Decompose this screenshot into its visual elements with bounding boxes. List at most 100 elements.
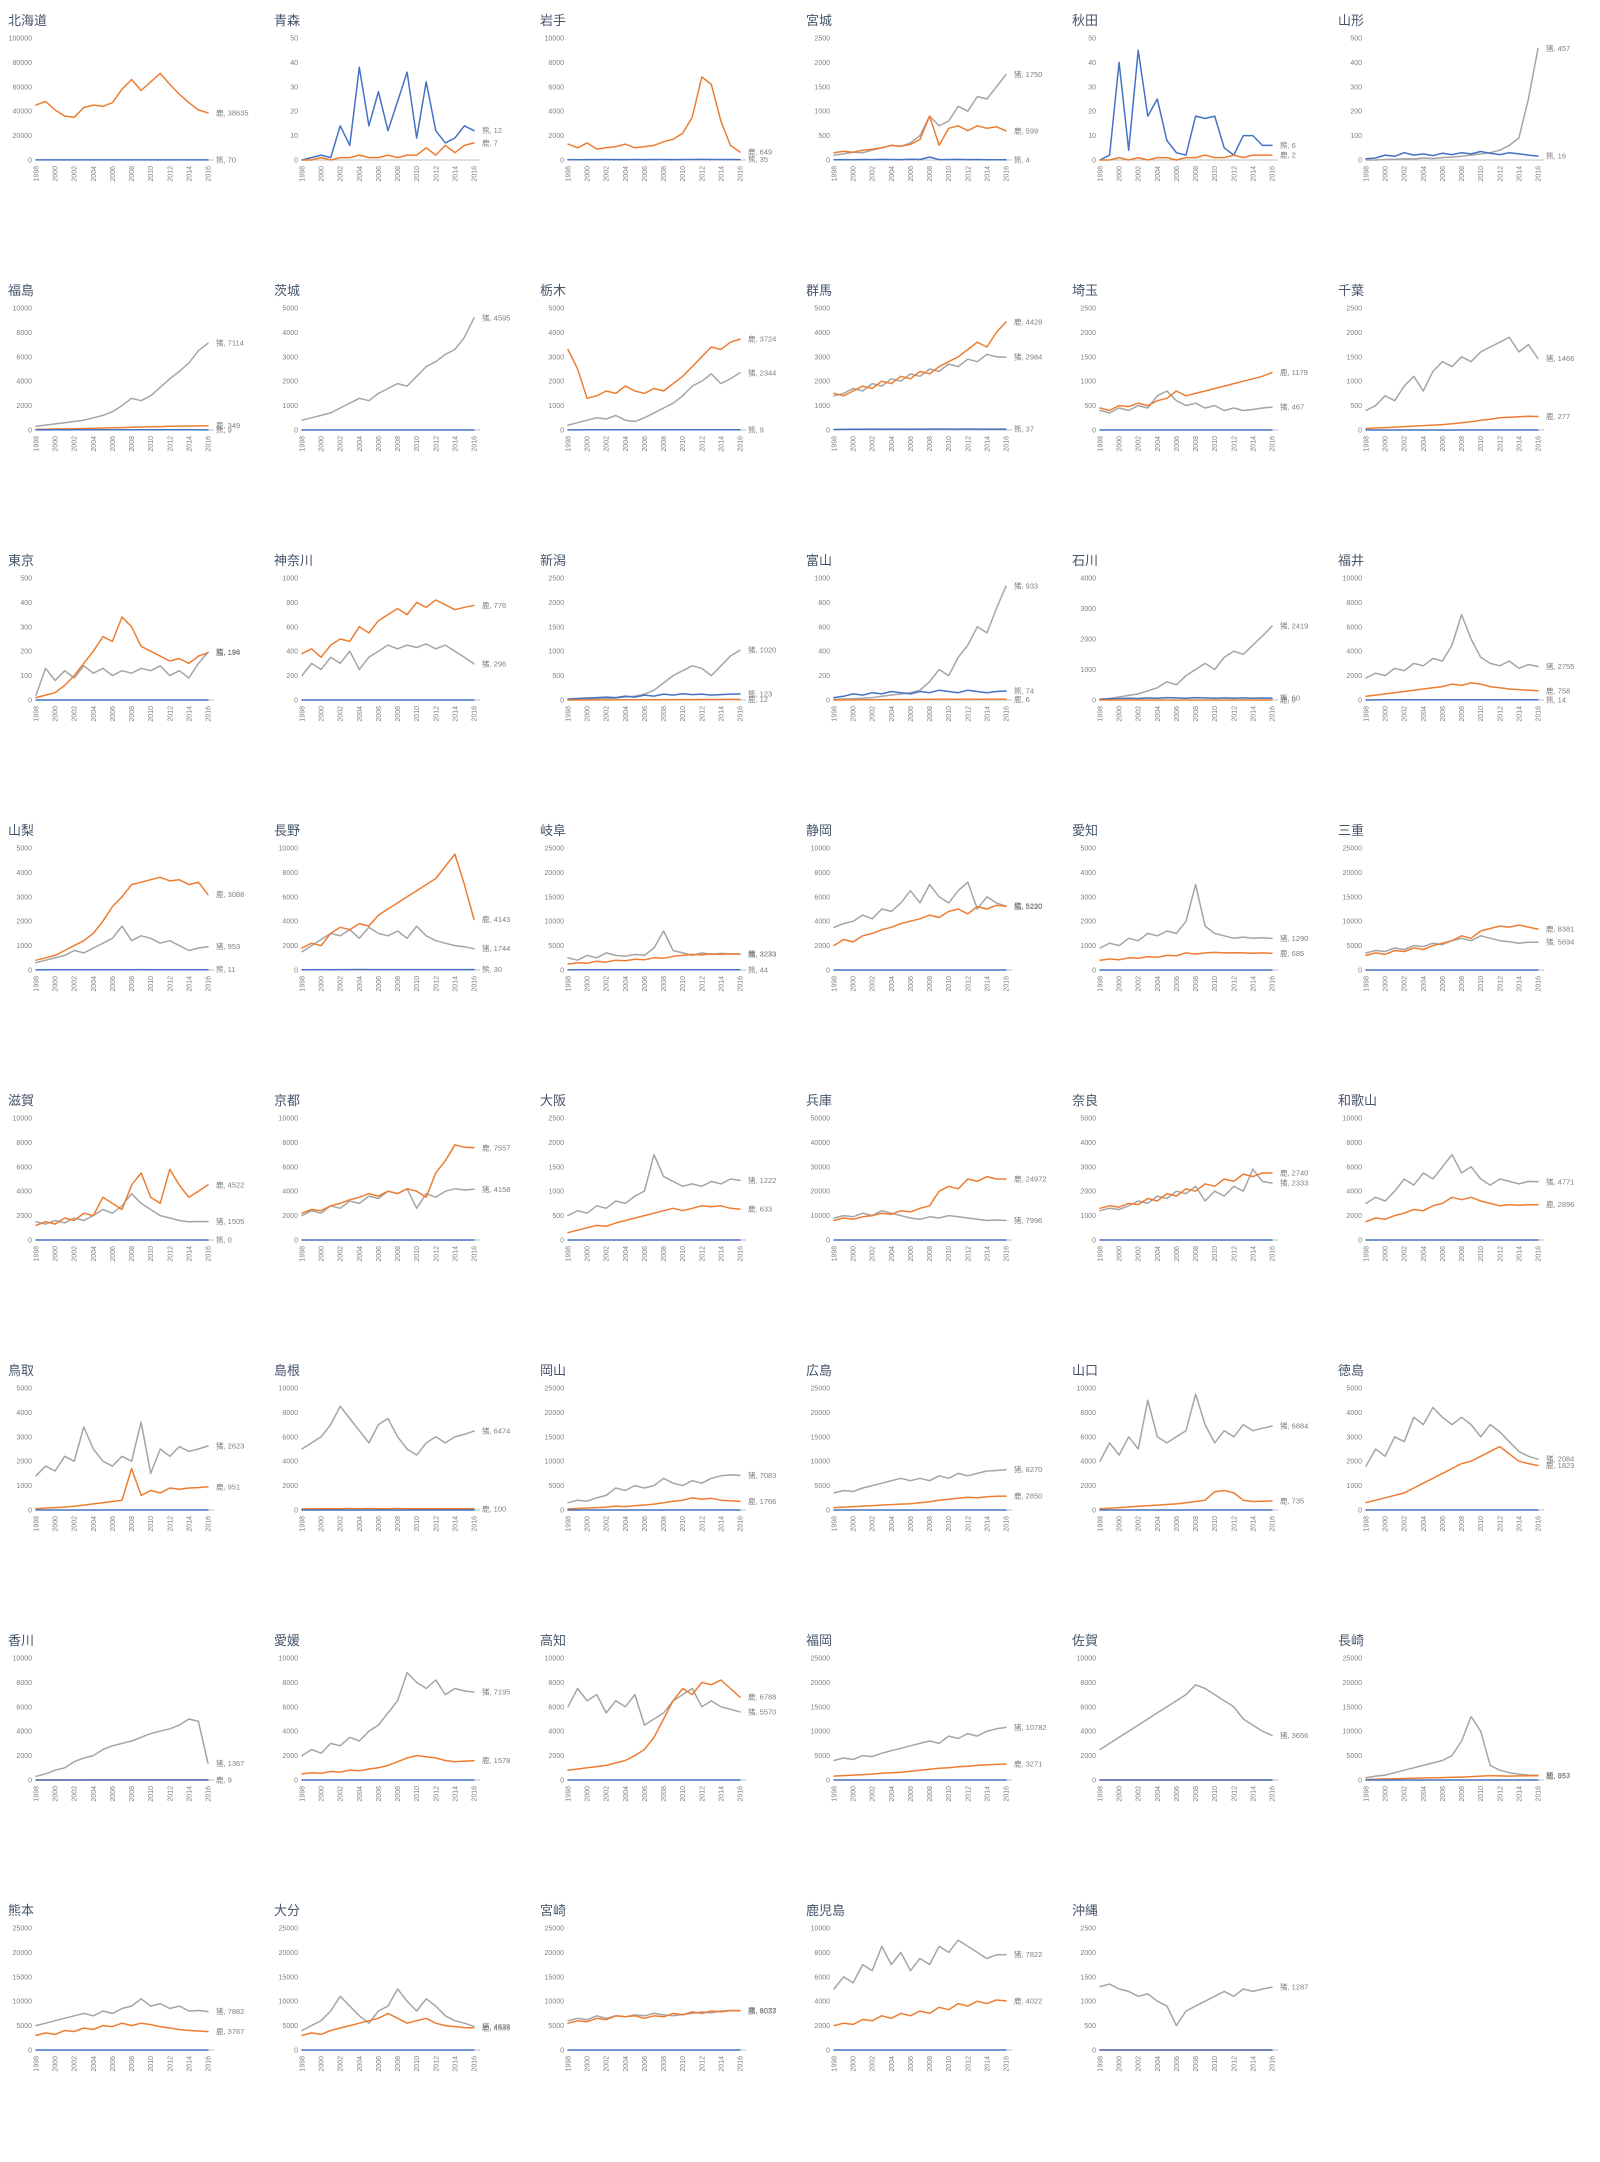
- chart-plot: 0 1000 2000 3000 4000 5000 1998 2000 2002 2004 200…: [814, 306, 1042, 452]
- y-axis-tick-label: 500: [552, 1213, 564, 1220]
- x-axis-tick-label: 2012: [1497, 1516, 1504, 1532]
- y-axis-tick-label: 4000: [1080, 1729, 1096, 1736]
- x-axis-tick-label: 2002: [604, 1246, 611, 1262]
- x-axis-tick-label: 2004: [623, 1246, 630, 1262]
- x-axis-tick-label: 2010: [148, 1516, 155, 1532]
- x-axis-tick-label: 1998: [34, 166, 41, 182]
- series-line-deer: [567, 76, 741, 153]
- y-axis-tick-label: 20000: [545, 1950, 565, 1957]
- x-axis-tick-label: 2002: [338, 976, 345, 992]
- chart-plot: 0 2000 4000 6000 8000 10000 1998 2000 2002 2004 20…: [1343, 576, 1575, 722]
- y-axis-tick-label: 0: [1358, 698, 1362, 705]
- y-axis-tick-label: 5000: [1080, 846, 1096, 853]
- series-line-boar: [567, 372, 741, 426]
- y-axis-tick-label: 400: [20, 600, 32, 607]
- series-end-label-deer: 鹿, 12: [748, 694, 768, 704]
- y-axis-tick-label: 2000: [814, 379, 830, 386]
- x-axis-tick-label: 2010: [414, 1516, 421, 1532]
- chart-plot: 0 500 1000 1500 2000 2500 1998 2000 2002 2004 2006…: [548, 576, 776, 722]
- x-axis-tick-label: 2012: [433, 166, 440, 182]
- x-axis-tick-label: 2002: [72, 2056, 79, 2072]
- x-axis-tick-label: 2002: [338, 1786, 345, 1802]
- x-axis-tick-label: 2010: [946, 2056, 953, 2072]
- chart-cell: 鳥取 0 1000 2000 3000 4000 5000 1998 2000 2002 2004…: [0, 1350, 266, 1620]
- y-axis-tick-label: 8000: [1080, 1680, 1096, 1687]
- x-axis-tick-label: 2010: [414, 436, 421, 452]
- chart-cell: 愛媛 0 2000 4000 6000 8000 10000 1998 2000 2002 200…: [266, 1620, 532, 1890]
- x-axis-tick-label: 2006: [110, 706, 117, 722]
- series-end-label-boar: 猪, 2419: [1280, 621, 1308, 631]
- y-axis-tick-label: 5000: [16, 1386, 32, 1393]
- series-end-label-boar: 猪, 2084: [1546, 1454, 1574, 1464]
- x-axis-tick-label: 1998: [34, 2056, 41, 2072]
- x-axis-tick-label: 1998: [1098, 166, 1105, 182]
- series-end-label-boar: 猪, 953: [216, 941, 240, 951]
- y-axis-tick-label: 10: [290, 133, 298, 140]
- series-end-label-boar: 猪, 457: [1546, 43, 1570, 53]
- x-axis-tick-label: 2000: [53, 1516, 60, 1532]
- y-axis-tick-label: 0: [28, 1238, 32, 1245]
- x-axis-tick-label: 2016: [1004, 976, 1011, 992]
- y-axis-tick-label: 2000: [282, 943, 298, 950]
- series-line-boar: [1099, 883, 1273, 949]
- y-axis-tick-label: 50: [290, 36, 298, 43]
- x-axis-tick-label: 2008: [395, 436, 402, 452]
- y-axis-tick-label: 4000: [282, 1189, 298, 1196]
- series-end-label-boar: 猪, 1290: [1280, 933, 1308, 943]
- chart-cell: 山口 0 2000 4000 6000 8000 10000 1998 2000 2002 200…: [1064, 1350, 1330, 1620]
- x-axis-tick-label: 2014: [186, 2056, 193, 2072]
- chart-title: 福井: [1338, 553, 1365, 568]
- x-axis-tick-label: 2014: [186, 1246, 193, 1262]
- x-axis-tick-label: 1998: [1098, 1786, 1105, 1802]
- chart-title: 青森: [274, 13, 301, 28]
- series-end-label-boar: 猪, 1744: [482, 943, 510, 953]
- y-axis-tick-label: 4000: [1346, 649, 1362, 656]
- y-axis-tick-label: 4000: [1346, 1410, 1362, 1417]
- chart-plot: 0 2000 4000 6000 8000 10000 1998 2000 2002 2004 20…: [279, 846, 511, 992]
- series-end-label-deer: 鹿, 4428: [1014, 316, 1042, 326]
- x-axis-tick-label: 1998: [832, 976, 839, 992]
- chart-cell: 埼玉 0 500 1000 1500 2000 2500 1998 2000 2002 2004 2…: [1064, 270, 1330, 540]
- x-axis-tick-label: 2004: [357, 436, 364, 452]
- chart-cell: 富山 0 200 400 600 800 1000 1998 2000 2002 2004 2006…: [798, 540, 1064, 810]
- x-axis-tick-label: 2012: [433, 976, 440, 992]
- y-axis-tick-label: 1000: [16, 1483, 32, 1490]
- y-axis-tick-label: 60000: [13, 84, 33, 91]
- x-axis-tick-label: 2012: [1497, 1246, 1504, 1262]
- x-axis-tick-label: 2002: [338, 1246, 345, 1262]
- x-axis-tick-label: 2004: [623, 1516, 630, 1532]
- y-axis-tick-label: 10000: [811, 1213, 831, 1220]
- x-axis-tick-label: 2000: [1117, 706, 1124, 722]
- chart-cell: 新潟 0 500 1000 1500 2000 2500 1998 2000 2002 2004 2…: [532, 540, 798, 810]
- y-axis-tick-label: 2000: [548, 133, 564, 140]
- series-end-label-bear: 熊, 44: [748, 964, 768, 974]
- chart-title: 徳島: [1338, 1363, 1365, 1378]
- x-axis-tick-label: 1998: [34, 1786, 41, 1802]
- x-axis-tick-label: 1998: [566, 2056, 573, 2072]
- y-axis-tick-label: 20000: [1343, 1680, 1363, 1687]
- series-line-boar: [1099, 390, 1273, 414]
- x-axis-tick-label: 2012: [1231, 1246, 1238, 1262]
- x-axis-tick-label: 2016: [206, 1246, 213, 1262]
- x-axis-tick-label: 1998: [300, 1516, 307, 1532]
- x-axis-tick-label: 2002: [1136, 2056, 1143, 2072]
- y-axis-tick-label: 40000: [13, 109, 33, 116]
- x-axis-tick-label: 2008: [129, 166, 136, 182]
- x-axis-tick-label: 2000: [53, 436, 60, 452]
- x-axis-tick-label: 2014: [186, 706, 193, 722]
- x-axis-tick-label: 2004: [1155, 706, 1162, 722]
- series-line-boar: [35, 1998, 209, 2027]
- x-axis-tick-label: 2000: [319, 166, 326, 182]
- x-axis-tick-label: 2008: [129, 706, 136, 722]
- y-axis-tick-label: 1500: [1080, 354, 1096, 361]
- x-axis-tick-label: 2014: [984, 1786, 991, 1802]
- series-end-label-boar: 猪, 2333: [1280, 1178, 1308, 1188]
- x-axis-tick-label: 2004: [1155, 1246, 1162, 1262]
- x-axis-tick-label: 2012: [699, 2056, 706, 2072]
- y-axis-tick-label: 1500: [548, 1164, 564, 1171]
- y-axis-tick-label: 2000: [1346, 1213, 1362, 1220]
- y-axis-tick-label: 8000: [548, 1680, 564, 1687]
- x-axis-tick-label: 2006: [1174, 976, 1181, 992]
- x-axis-tick-label: 2002: [72, 166, 79, 182]
- series-line-bear: [833, 428, 1007, 431]
